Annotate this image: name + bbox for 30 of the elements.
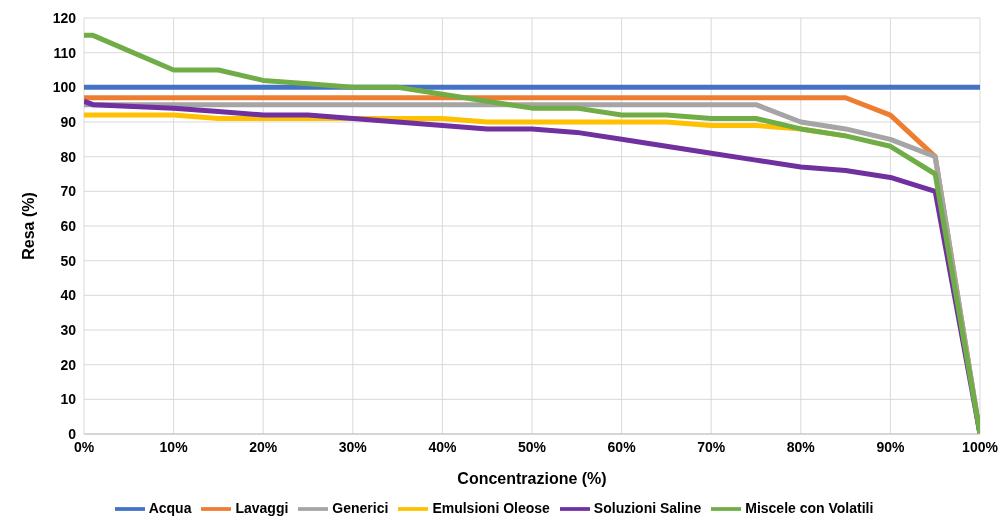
x-tick-label: 80% (786, 438, 816, 455)
x-tick-label: 40% (428, 438, 457, 455)
x-tick-label: 60% (607, 438, 637, 455)
y-tick-label: 40 (60, 287, 77, 304)
y-tick-label: 120 (52, 9, 77, 26)
x-tick-label: 90% (876, 438, 905, 455)
y-tick-label: 50 (60, 252, 77, 269)
x-tick-label: 100% (962, 438, 999, 455)
x-tick-label: 20% (249, 438, 278, 455)
x-tick-label: 70% (697, 438, 726, 455)
legend-label: Soluzioni Saline (593, 499, 702, 516)
y-tick-label: 10 (60, 391, 77, 408)
y-tick-label: 70 (60, 183, 77, 200)
y-tick-label: 30 (60, 321, 77, 338)
x-tick-label: 50% (517, 438, 547, 455)
y-axis-title: Resa (%) (19, 192, 37, 260)
y-tick-label: 90 (60, 113, 77, 130)
y-tick-label: 110 (53, 44, 77, 61)
y-tick-label: 60 (60, 217, 77, 234)
y-tick-label: 100 (52, 79, 77, 96)
x-tick-label: 10% (159, 438, 189, 455)
legend-label: Acqua (148, 499, 192, 516)
legend-label: Miscele con Volatili (745, 499, 874, 516)
y-tick-label: 20 (60, 356, 77, 373)
y-tick-label: 80 (60, 148, 77, 165)
x-tick-label: 30% (338, 438, 368, 455)
legend-label: Lavaggi (235, 499, 289, 516)
legend-label: Generici (332, 499, 389, 516)
x-axis-title: Concentrazione (%) (457, 470, 607, 487)
legend-label: Emulsioni Oleose (432, 499, 550, 516)
